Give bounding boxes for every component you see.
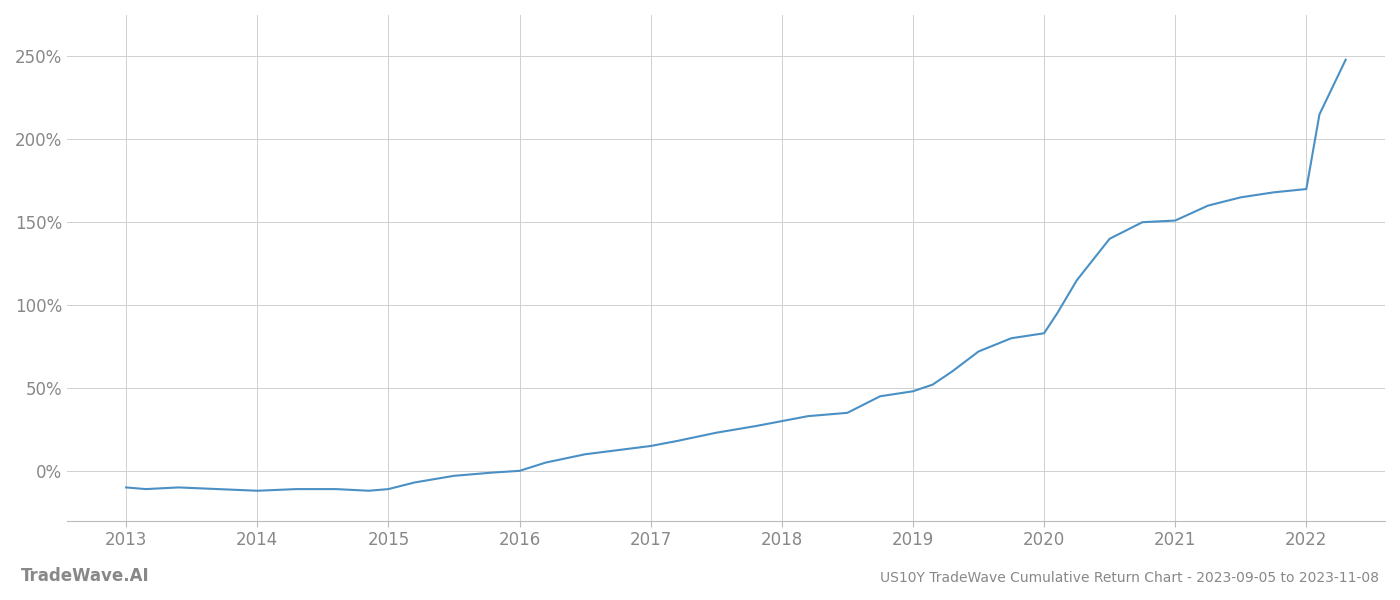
Text: US10Y TradeWave Cumulative Return Chart - 2023-09-05 to 2023-11-08: US10Y TradeWave Cumulative Return Chart … (881, 571, 1379, 585)
Text: TradeWave.AI: TradeWave.AI (21, 567, 150, 585)
